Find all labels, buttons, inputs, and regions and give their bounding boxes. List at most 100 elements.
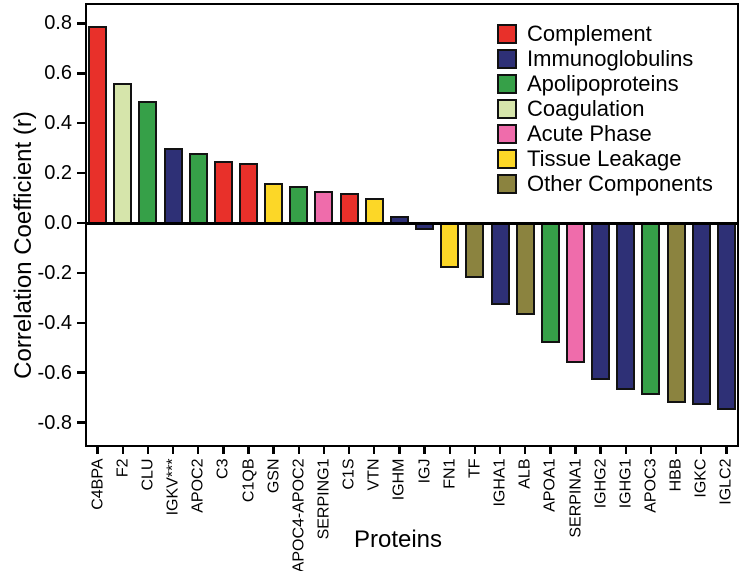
bar-apoc4-apoc2 <box>289 185 309 225</box>
bar-f2 <box>113 83 133 225</box>
bar-apoc3 <box>641 221 661 396</box>
x-tick-gsn <box>272 447 275 454</box>
x-tick-label-f2: F2 <box>114 458 132 478</box>
bar-c1s <box>339 193 359 225</box>
y-tick--0.2 <box>77 271 85 275</box>
y-tick-label-0.4: 0.4 <box>44 112 72 135</box>
x-tick-igha1 <box>498 447 502 454</box>
y-tick-0.8 <box>77 22 85 25</box>
x-tick-vtn <box>373 447 376 454</box>
x-tick-label-ighm: IGHM <box>390 458 408 501</box>
legend-label-acute-phase: Acute Phase <box>527 121 652 146</box>
y-tick-0.0 <box>77 221 85 225</box>
x-tick-alb <box>523 447 527 454</box>
legend-label-coagulation: Coagulation <box>527 96 645 121</box>
x-tick-label-clu: CLU <box>139 458 157 491</box>
legend-label-immunoglobulins: Immunoglobulins <box>527 46 694 71</box>
legend-swatch-apolipoproteins <box>497 73 517 94</box>
y-tick-0.2 <box>77 171 85 175</box>
bar-apoa1 <box>540 221 560 343</box>
y-tick-label--0.4: -0.4 <box>37 311 72 334</box>
legend-item-apolipoproteins: Apolipoproteins <box>497 71 713 96</box>
legend-item-other-components: Other Components <box>497 171 713 196</box>
x-tick-label-tf: TF <box>466 458 484 479</box>
legend-label-complement: Complement <box>527 21 652 46</box>
x-tick-label-igkc: IGKC <box>692 458 710 498</box>
legend-item-coagulation: Coagulation <box>497 96 713 121</box>
x-tick-c3 <box>222 447 225 454</box>
legend: Complement Immunoglobulins Apolipoproteins… <box>497 21 713 196</box>
legend-swatch-other-components <box>497 173 517 194</box>
y-tick-label-0.0: 0.0 <box>44 212 72 234</box>
legend-swatch-complement <box>497 23 517 44</box>
y-tick-0.4 <box>77 122 85 125</box>
y-tick--0.4 <box>77 321 85 324</box>
x-tick-serpina1 <box>574 447 577 454</box>
x-tick-label-igkv: IGKV*** <box>164 458 182 516</box>
x-tick-c1qb <box>247 447 250 454</box>
x-tick-label-gsn: GSN <box>265 458 283 494</box>
x-tick-label-ighg2: IGHG2 <box>592 458 610 509</box>
bar-alb <box>515 221 535 316</box>
zero-line <box>85 221 739 225</box>
bar-tf <box>465 221 485 278</box>
y-tick-label--0.2: -0.2 <box>37 261 72 284</box>
x-tick-clu <box>146 447 150 454</box>
y-axis-title: Correlation Coefficient (r) <box>10 111 37 379</box>
x-tick-igkv <box>171 447 175 454</box>
x-tick-label-apoc4-apoc2: APOC4-APOC2 <box>290 458 308 571</box>
x-tick-label-serping1: SERPING1 <box>315 458 333 540</box>
y-tick-0.6 <box>77 72 85 75</box>
bar-c1qb <box>239 163 258 225</box>
x-tick-apoc4-apoc2 <box>297 447 300 454</box>
x-tick-ighm <box>398 447 401 454</box>
x-tick-apoc2 <box>196 447 200 454</box>
x-tick-serping1 <box>322 447 326 454</box>
x-tick-hbb <box>674 447 678 454</box>
x-tick-label-apoc3: APOC3 <box>642 458 660 513</box>
x-tick-igkc <box>700 447 703 454</box>
y-tick-label--0.8: -0.8 <box>37 411 72 434</box>
y-tick--0.8 <box>77 421 85 424</box>
x-tick-c1s <box>347 447 351 454</box>
x-tick-label-igj: IGJ <box>416 458 434 484</box>
legend-item-complement: Complement <box>497 21 713 46</box>
legend-item-immunoglobulins: Immunoglobulins <box>497 46 713 71</box>
x-axis-title: Proteins <box>353 526 443 553</box>
bar-igkv <box>163 148 183 225</box>
x-tick-label-alb: ALB <box>516 458 534 489</box>
x-tick-label-c1qb: C1QB <box>240 458 257 503</box>
x-tick-tf <box>473 447 477 454</box>
bar-igha1 <box>490 221 510 306</box>
bar-iglc2 <box>716 221 736 411</box>
bar-c3 <box>213 160 233 225</box>
bar-apoc2 <box>188 153 208 225</box>
y-tick-label-0.6: 0.6 <box>44 62 72 85</box>
bar-hbb <box>666 221 686 403</box>
x-tick-iglc2 <box>725 447 728 454</box>
bar-ighg1 <box>616 221 636 391</box>
x-tick-ighg2 <box>599 447 602 454</box>
legend-swatch-coagulation <box>497 98 517 119</box>
x-tick-apoc3 <box>649 447 653 454</box>
x-tick-fn1 <box>448 447 451 454</box>
bar-serpina1 <box>566 221 585 363</box>
y-tick-label--0.6: -0.6 <box>37 361 72 384</box>
x-tick-label-ighg1: IGHG1 <box>617 458 635 509</box>
legend-swatch-tissue-leakage <box>497 148 517 169</box>
x-tick-igj <box>423 447 426 454</box>
x-tick-label-c4bpa: C4BPA <box>89 458 107 510</box>
bar-igkc <box>691 221 711 406</box>
y-tick--0.6 <box>77 371 85 374</box>
x-tick-f2 <box>121 447 124 454</box>
x-tick-label-fn1: FN1 <box>441 458 459 489</box>
bar-ighg2 <box>591 221 611 381</box>
legend-label-tissue-leakage: Tissue Leakage <box>527 146 682 171</box>
x-tick-label-iglc2: IGLC2 <box>717 458 735 505</box>
bar-serping1 <box>314 190 334 225</box>
legend-label-apolipoproteins: Apolipoproteins <box>527 71 679 96</box>
legend-item-acute-phase: Acute Phase <box>497 121 713 146</box>
x-tick-label-hbb: HBB <box>667 458 685 492</box>
y-tick-label-0.2: 0.2 <box>44 162 72 185</box>
